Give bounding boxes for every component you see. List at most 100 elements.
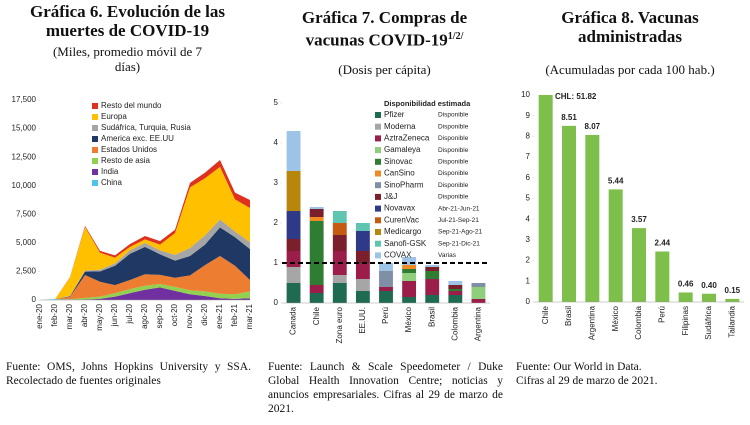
y-tick-label: 3 — [274, 178, 279, 187]
bar-segment — [332, 223, 347, 235]
bar-segment — [309, 285, 324, 293]
legend-availability: Disponible — [438, 170, 469, 177]
x-tick-label: Perú — [657, 306, 666, 323]
bar-segment — [379, 291, 393, 303]
bar-segment — [402, 265, 417, 269]
bar-segment — [286, 251, 301, 267]
x-tick-label: nov-20 — [185, 303, 194, 328]
source-line: Cifras al 29 de marzo de 2021. — [516, 375, 658, 387]
legend-label: SinoPharm — [384, 180, 424, 189]
bar-segment — [286, 267, 301, 283]
x-tick-label: ene-20 — [35, 303, 44, 328]
source-line: Fuente: Our World in Data. — [516, 361, 642, 373]
bar — [608, 189, 623, 302]
chart: 0 1 2 3 4 5 Canada Chile Zona euro EE.UU. Perú Méxi… — [274, 98, 490, 343]
bar-segment — [471, 287, 486, 299]
legend-swatch — [375, 217, 381, 224]
x-tick-label: Argentina — [474, 306, 483, 341]
bar-segment — [286, 131, 301, 171]
bar-segment — [355, 231, 370, 251]
area — [40, 287, 250, 300]
x-tick-label: Brasil — [564, 306, 573, 326]
value-label: 8.51 — [561, 113, 577, 122]
x-tick-label: Chile — [541, 305, 550, 324]
bar-segment — [448, 281, 463, 285]
bar — [678, 292, 693, 302]
legend-swatch — [375, 170, 381, 177]
legend-swatch — [375, 135, 381, 142]
legend-label: J&J — [384, 192, 397, 201]
bar-segment — [402, 273, 417, 281]
title-superscript: 1/2/ — [447, 31, 464, 42]
y-tick-label: 6 — [526, 173, 531, 182]
x-tick-label: México — [404, 306, 413, 332]
panel-7: Gráfica 7. Compras de vacunas COVID-191/… — [262, 0, 507, 425]
legend-label: Estados Unidos — [101, 145, 157, 154]
legend-swatch — [375, 182, 381, 189]
legend-availability: Disponible — [438, 135, 469, 142]
x-tick-label: México — [611, 305, 620, 331]
chart: 0 1 2 3 4 5 6 7 8 9 10 CHL: 51.82 Chile 8.51 Brasil 8.0… — [521, 90, 744, 340]
bar — [725, 298, 740, 302]
legend-label: COVAX — [384, 251, 412, 260]
bar-segment — [471, 283, 486, 287]
y-tick-label: 4 — [274, 138, 279, 147]
legend-availability: Disponible — [438, 112, 469, 119]
bar-segment — [402, 257, 417, 265]
value-label: 2.44 — [655, 239, 671, 248]
y-tick-label: 1 — [526, 276, 531, 285]
legend-label: CurenVac — [384, 215, 419, 224]
x-tick-label: jul-20 — [125, 303, 134, 324]
legend-availability: Sep-21-Ago-21 — [438, 229, 482, 236]
bar-segment — [332, 211, 347, 223]
x-tick-label: Colombia — [634, 305, 643, 339]
legend-label: Europa — [101, 112, 127, 121]
x-tick-label: Chile — [312, 306, 321, 325]
x-tick-label: ene-21 — [215, 303, 224, 328]
y-tick-label: 2,500 — [16, 267, 37, 276]
value-label: CHL: 51.82 — [555, 92, 597, 101]
legend-label: Resto del mundo — [101, 101, 162, 110]
subtitle: (Miles, promedio móvil de 7 días) — [52, 44, 203, 74]
legend-label: Novavax — [384, 204, 415, 213]
legend-label: Resto de asia — [101, 156, 150, 165]
x-tick-label: Filipinas — [681, 306, 690, 335]
value-label: 0.46 — [678, 280, 694, 289]
legend-swatch — [92, 158, 98, 164]
y-tick-label: 4 — [526, 214, 531, 223]
y-tick-label: 2 — [274, 218, 279, 227]
y-tick-label: 0 — [526, 297, 531, 306]
y-tick-label: 2 — [526, 256, 531, 265]
y-tick-label: 10,000 — [12, 181, 37, 190]
x-tick-label: Tailandia — [727, 305, 736, 337]
legend-swatch — [375, 123, 381, 130]
bar-segment — [309, 221, 324, 285]
bar-segment — [355, 223, 370, 231]
x-tick-label: Colombia — [450, 306, 459, 340]
bar-segment — [355, 263, 370, 279]
x-tick-label: Perú — [381, 307, 390, 324]
legend-swatch — [92, 125, 98, 131]
legend-swatch — [92, 180, 98, 186]
value-label: 0.15 — [725, 286, 741, 295]
bar-segment — [286, 171, 301, 211]
bar-segment — [355, 251, 370, 263]
title: Gráfica 6. Evolución de las muertes de C… — [29, 2, 226, 40]
y-tick-label: 1 — [274, 258, 279, 267]
bar-segment — [309, 209, 324, 217]
legend-label: China — [101, 178, 122, 187]
y-tick-label: 15,000 — [12, 124, 37, 133]
bar — [538, 95, 553, 302]
legend-swatch — [92, 114, 98, 120]
title: Gráfica 7. Compras de vacunas COVID-191/… — [262, 2, 507, 50]
bar-segment — [332, 235, 347, 251]
area — [40, 219, 250, 300]
x-tick-label: mar-20 — [65, 303, 74, 329]
bar-segment — [309, 293, 324, 303]
legend-swatch — [92, 136, 98, 142]
y-tick-label: 10 — [521, 90, 530, 99]
bar-segment — [355, 291, 370, 303]
x-tick-label: Canada — [289, 306, 298, 335]
source: Fuente: OMS, Johns Hopkins University y … — [6, 361, 251, 387]
y-tick-label: 12,500 — [12, 152, 37, 161]
